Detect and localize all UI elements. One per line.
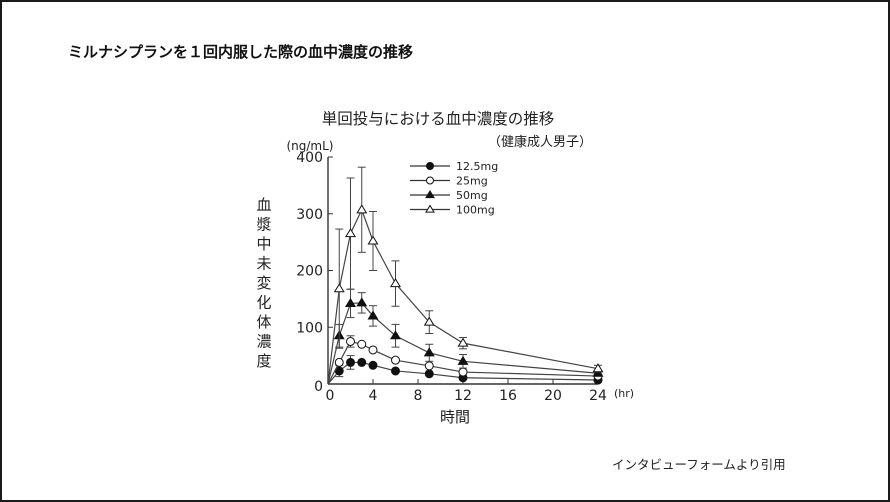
- citation-text: インタビューフォームより引用: [612, 457, 786, 472]
- marker-open-triangle: [390, 278, 401, 288]
- marker-open-triangle: [423, 316, 435, 326]
- marker-open-circle: [357, 339, 367, 349]
- legend-item: 12.5mg: [410, 160, 498, 173]
- marker-open-triangle: [425, 204, 435, 213]
- marker-open-triangle: [592, 363, 604, 373]
- series-100mg: [327, 166, 604, 385]
- marker-open-circle: [458, 367, 468, 377]
- y-axis-label-char: 未: [256, 255, 271, 273]
- series-12.5mg: [327, 355, 603, 385]
- x-tick-label: 0: [326, 388, 335, 404]
- legend-label: 50mg: [456, 189, 488, 202]
- marker-open-triangle: [333, 283, 345, 293]
- chart-title: 単回投与における血中濃度の推移: [322, 110, 555, 128]
- marker-filled-triangle: [367, 310, 379, 320]
- marker-open-circle: [368, 345, 378, 355]
- y-tick-label: 0: [314, 379, 323, 395]
- marker-open-triangle: [457, 337, 469, 347]
- x-tick-label: 12: [454, 388, 472, 404]
- y-axis-label-char: 漿: [256, 216, 271, 234]
- x-tick-label: 24: [589, 388, 607, 404]
- x-tick-label: 8: [414, 388, 423, 404]
- x-axis-label: 時間: [440, 408, 470, 426]
- slide-title: ミルナシプランを１回内服した際の血中濃度の推移: [68, 43, 414, 61]
- y-tick-label: 400: [296, 150, 323, 166]
- y-axis-label-char: 体: [256, 313, 271, 331]
- y-axis-label-char: 中: [256, 235, 271, 253]
- legend-item: 50mg: [410, 189, 488, 202]
- marker-filled-triangle: [356, 297, 368, 307]
- marker-open-circle: [426, 176, 434, 185]
- y-axis-label-char: 血: [256, 196, 271, 214]
- y-axis-label-char: 変: [256, 274, 271, 292]
- marker-filled-triangle: [423, 347, 435, 357]
- x-tick-label: 16: [499, 388, 517, 404]
- marker-open-circle: [424, 361, 434, 371]
- x-tick-label: 4: [369, 388, 378, 404]
- marker-filled-triangle: [457, 355, 469, 365]
- y-axis-label-char: 化: [256, 294, 271, 312]
- chart-subtitle: （健康成人男子）: [488, 134, 592, 150]
- marker-filled-circle: [368, 360, 378, 370]
- marker-open-circle: [391, 355, 400, 365]
- legend-item: 100mg: [410, 204, 495, 217]
- y-axis-label-char: 濃: [256, 333, 271, 351]
- marker-filled-triangle: [425, 190, 435, 199]
- marker-open-circle: [334, 357, 344, 367]
- marker-open-triangle: [367, 235, 379, 245]
- marker-filled-triangle: [345, 297, 356, 307]
- series-25mg: [327, 335, 603, 385]
- axes: 0 100 200 300 400 0 4 8 12 16 20 24: [296, 150, 607, 404]
- marker-open-triangle: [356, 204, 368, 214]
- y-unit-label: (ng/mL): [286, 139, 333, 153]
- marker-filled-circle: [391, 366, 400, 376]
- marker-open-triangle: [345, 228, 356, 238]
- marker-filled-circle: [357, 357, 367, 367]
- legend-label: 100mg: [456, 204, 495, 217]
- legend-label: 12.5mg: [456, 160, 498, 173]
- y-tick-label: 200: [296, 264, 323, 280]
- y-tick-label: 100: [296, 320, 323, 336]
- legend-label: 25mg: [456, 175, 488, 188]
- marker-filled-circle: [346, 357, 355, 367]
- x-tick-label: 20: [544, 388, 562, 404]
- legend-item: 25mg: [410, 175, 488, 188]
- marker-filled-circle: [426, 162, 434, 170]
- series-layer: [327, 166, 604, 385]
- marker-filled-triangle: [390, 330, 401, 340]
- y-tick-label: 300: [296, 207, 323, 223]
- marker-filled-circle: [424, 369, 434, 379]
- y-axis-label-char: 度: [256, 352, 271, 370]
- marker-open-circle: [346, 336, 355, 346]
- x-unit-label: (hr): [614, 387, 634, 400]
